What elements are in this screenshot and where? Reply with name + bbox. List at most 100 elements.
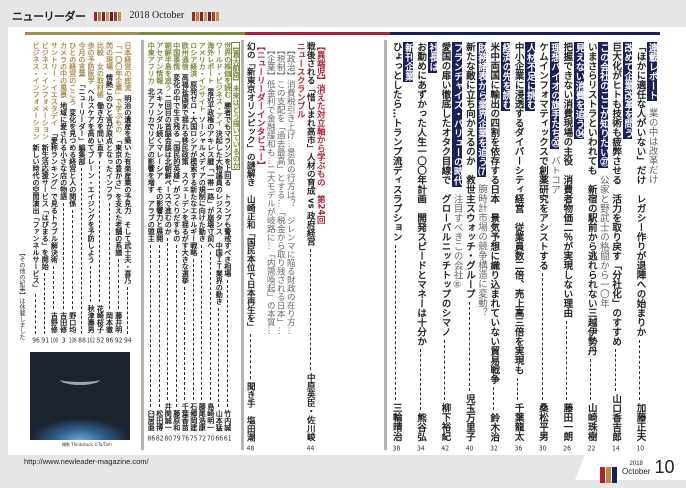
series-label: 改めて企業改革を問う — [622, 42, 634, 139]
article-title: 新たな敵に立ち向かえるのか 救世主スウォッチ・グループ — [463, 42, 475, 299]
dotted-leader — [167, 238, 169, 400]
toc-section-columns: 日本経営の底流 明治の遺産を築いた有楽産業の予見力 そして武士夫・喜乃 94 「一〇〇… — [30, 42, 132, 344]
folio: 2018 October 10 — [600, 458, 675, 483]
article-title: 中小企業に浸透するダイバーシティ経営 従業員数二倍、売上高三倍を実現も — [512, 42, 524, 375]
toc-entry[interactable]: サントリー・イエスタデイ 「愛称ランキング」で見るトラブル解決術 吉野修 100 — [49, 42, 58, 344]
dotted-leader — [218, 308, 220, 407]
author-name: 石郷岡建 — [189, 403, 198, 431]
stripe — [97, 11, 101, 21]
toc-entry[interactable]: 「ほかに適任な人がいない」だけ レガシー作りが退陣への始まりか 加藤正夫 10 — [634, 42, 646, 452]
toc-entry[interactable]: 中東アフリカ 北アフリカでリビアの影響を増す アラブの盟主 臼居亜 86 — [147, 42, 156, 442]
page-number: 100 — [50, 337, 59, 344]
author-name: 岡本徹 — [105, 312, 114, 333]
author-name: 藤井明 — [114, 312, 123, 333]
page-number: 52 — [96, 337, 105, 344]
toc-entry[interactable]: 把握できない消費現場の主役 消費者物価二％が実現しない理由 藤田一朗 26 — [561, 42, 573, 452]
toc-entry[interactable]: カメラの中の風景 地域に愛される小さな店の物語 吉田修 3 — [59, 42, 68, 344]
toc-entry[interactable]: 中小企業に浸透するダイバーシティ経営 従業員数二倍、売上高三倍を実現も 千葉龍太 3… — [512, 42, 524, 452]
series-label: 今月の言葉 — [77, 42, 86, 77]
author-name: 中原英臣・佐川峻 — [305, 373, 316, 441]
folio-month: October — [622, 467, 651, 476]
dotted-leader — [80, 168, 82, 334]
dotted-leader — [90, 266, 92, 302]
toc-entry[interactable]: 朝鮮半島を追う 二回目の首脳会談は北朝鮮ペースで進むのか 井関誠一 80 — [164, 42, 173, 442]
toc-entry[interactable]: 米中両国に輸出の四割を依存する日本 景気予想に織り込まれていない貿易戦争 鈴木治 3… — [487, 42, 499, 452]
dotted-leader — [117, 259, 119, 309]
author-name: 吉野修 — [50, 312, 59, 333]
page-number: 30 — [538, 445, 547, 452]
page-number: 70 — [206, 435, 215, 442]
toc-entry[interactable]: 歩の予防医学 ヘルスケアを高めてブレーン・エイジングを予防しよう 秋津壽男 102 — [86, 42, 95, 344]
page-number: 86 — [147, 435, 156, 442]
series-label: アセアン情報 — [155, 42, 164, 84]
toc-entry[interactable]: ワールド・ビジネス・アイ 決起した大物議員のレジスタンス 中国ＩＴ業界の動き 山本猛… — [215, 42, 224, 442]
dotted-leader — [226, 280, 228, 407]
author-name: 島崎明一 — [206, 403, 215, 431]
author-name: 吉田修 — [59, 312, 68, 333]
article-title: 「ニューリーダー」編集部 — [77, 81, 86, 165]
toc-entry[interactable]: 欧州通信 高福祉国家で揺れる移民政策 スウェーデンを揺るがす大きな選挙 千葉香苗 76 — [181, 42, 190, 442]
toc-entry[interactable]: ビジネス・インフォメーション 新生活応援サービス「はぴまる」を開始 91 — [40, 42, 49, 344]
toc-entry[interactable]: 「一〇〇年企業」で学ぶもの 「東京の豊かさ」を支えた老舗の系譜 藤井明 92 — [114, 42, 123, 344]
toc-entry[interactable]: お勤めにあずかった人生一〇〇年計画 開発スピードとマネーは十分か 熊谷弘 34 — [414, 42, 426, 452]
article-title: 勝者でもマラソンを上回る トランプも警戒すべき相場 — [223, 102, 232, 277]
author-name: 花崎桜子 — [96, 305, 105, 333]
stripe — [212, 11, 216, 21]
toc-entry[interactable]: 比較 女の取材帳 働き方を問い直す 花崎桜子 52 — [95, 42, 104, 344]
toc-section-features: 連載レポート 業の中は改革だけ 「ほかに適任な人がいない」だけ レガシー作りが退陣へ… — [390, 42, 658, 452]
toc-entry[interactable]: 新たな敵に立ち向かえるのか 救世主スウォッチ・グループ 児玉万里子 40 — [463, 42, 475, 452]
toc-entry[interactable]: 中国事情 変化の中で生き残る「国民的英雄」がつくりだすもの 藤原和 79 — [172, 42, 181, 442]
toc-entry[interactable]: アメリカ・インサイト ソーシャルメディアの規制に向けた動き 藤尾浩康 72 — [198, 42, 206, 442]
website-link[interactable]: http://www.newleader-magazine.com/ — [24, 457, 149, 466]
page-number: 102 — [87, 337, 95, 344]
stripe-decoration — [93, 11, 122, 21]
author-name: 竹内誠 — [223, 410, 232, 431]
cover-photo — [30, 352, 130, 440]
toc-heading: 連載レポート 業の中は改革だけ — [646, 42, 658, 452]
toc-entry[interactable]: ケムインフォマティックスで創薬研究をアシストする 桑松平男 30 — [536, 42, 548, 452]
toc-entry[interactable]: 戦後される「惜しまれ高市」人材の育成 vs 政府経営 中原英臣・佐川峻 44 — [305, 42, 315, 452]
toc-entry[interactable]: ひょっとしたら…トランプ流ディスラプション 三輪晴治 38 — [390, 42, 402, 452]
series-label: 人材不足に挑む — [524, 42, 536, 111]
toc-entry[interactable]: アセアン情報 スキャンダル続くマレーシア その影響力と展開 松田博 82 — [155, 42, 164, 442]
toc-entry[interactable]: 幻の「新東京オリンピック」の謎解き 山崎正和「国民本位で日本再生を」 聞き手 塩田… — [245, 42, 255, 452]
dotted-leader — [158, 245, 160, 407]
dotted-leader — [419, 349, 421, 410]
toc-entry[interactable]: 海外レポート 習近平政権のアキレス腱「一帯一路」が崩壊寸前へ 島崎明一 70 — [206, 42, 215, 442]
subtitle: バトコア — [549, 155, 561, 194]
subtitle: 【企業】低金利で金融緩和も…二大モデルが岐路に…「内需喚起」の本質… — [265, 46, 276, 335]
dotted-leader — [590, 358, 592, 400]
toc-entry[interactable]: ひとの経営のこころ 変化を見つめる経営と人の関係 野口均 106 — [68, 42, 77, 344]
toc-entry[interactable]: ビジネス・インフォメーション 新しい時代の空間演出「ファンネルサービス」 96 — [31, 42, 40, 344]
dotted-leader — [249, 334, 251, 379]
subtitle: 業の中は改革だけ — [646, 108, 658, 184]
dotted-leader — [492, 387, 494, 410]
article-title: 変化を見つめる経営と人の関係 — [68, 109, 77, 207]
toc-entry[interactable]: 巨大化がヒトも技術も疲弊させる 活力を取り戻す「分社化」のすすめ 山口香吉郎 14 — [609, 42, 621, 452]
article-title: お勤めにあずかった人生一〇〇年計画 開発スピードとマネーは十分か — [415, 42, 427, 346]
stripe — [93, 11, 97, 21]
page-number: 76 — [181, 435, 190, 442]
toc-entry[interactable]: 日本経営の底流 明治の遺産を築いた有楽産業の予見力 そして武士夫・喜乃 94 — [123, 42, 132, 344]
stripe — [196, 11, 200, 21]
article-title: ひょっとしたら…トランプ流ディスラプション — [390, 42, 402, 242]
page-number: 42 — [441, 445, 450, 452]
toc-entry[interactable]: 世界の株価を読む 勝者でもマラソンを上回る トランプも警戒すべき相場 竹内誠 61 — [223, 42, 232, 442]
toc-entry[interactable]: いまさらリストラといわれても 新宿の駅前から逃れられない三越伊勢丹 山崎珠樹 22 — [585, 42, 597, 452]
author-name: 野口均 — [68, 312, 77, 333]
section-heading: 【ニューリーダーインタビュー】 — [255, 42, 266, 170]
dotted-leader — [444, 339, 446, 400]
toc-entry[interactable]: 閃の現場 情熱このひと言が原点となったインフラ 岡本徹 86 — [104, 42, 114, 344]
article-title: 二回目の首脳会談は北朝鮮ペースで進むのか — [164, 95, 173, 235]
author-name: 桑松平男 — [536, 403, 548, 441]
series-label: 世界の株価を読む — [223, 42, 232, 98]
article-title: 決起した大物議員のレジスタンス 中国ＩＴ業界の動き — [215, 130, 224, 305]
toc-entry[interactable]: ロシア経済 原発ゼロ・大国ロシアが模索する新たなエネルギー戦略 石郷岡建 75 — [189, 42, 198, 442]
page-number: 91 — [41, 337, 50, 344]
toc-entry[interactable]: 愛国の扉い徹底したオタク目線で グローバルニッチトップのシマノ 柳下裕紀 42 — [439, 42, 451, 452]
toc-section-interviews: 【異端児】消えた対立軸から学ぶもの 第24回 戦後される「惜しまれ高市」人材の育成… — [245, 42, 325, 452]
toc-entry[interactable]: 今月の言葉 「ニューリーダー」編集部 88 — [77, 42, 86, 344]
toc-heading: フランチャイズ・バリューの時代 注目すべきこの会社⑧ — [451, 42, 463, 452]
dotted-leader — [150, 245, 152, 407]
stripe — [192, 11, 196, 21]
